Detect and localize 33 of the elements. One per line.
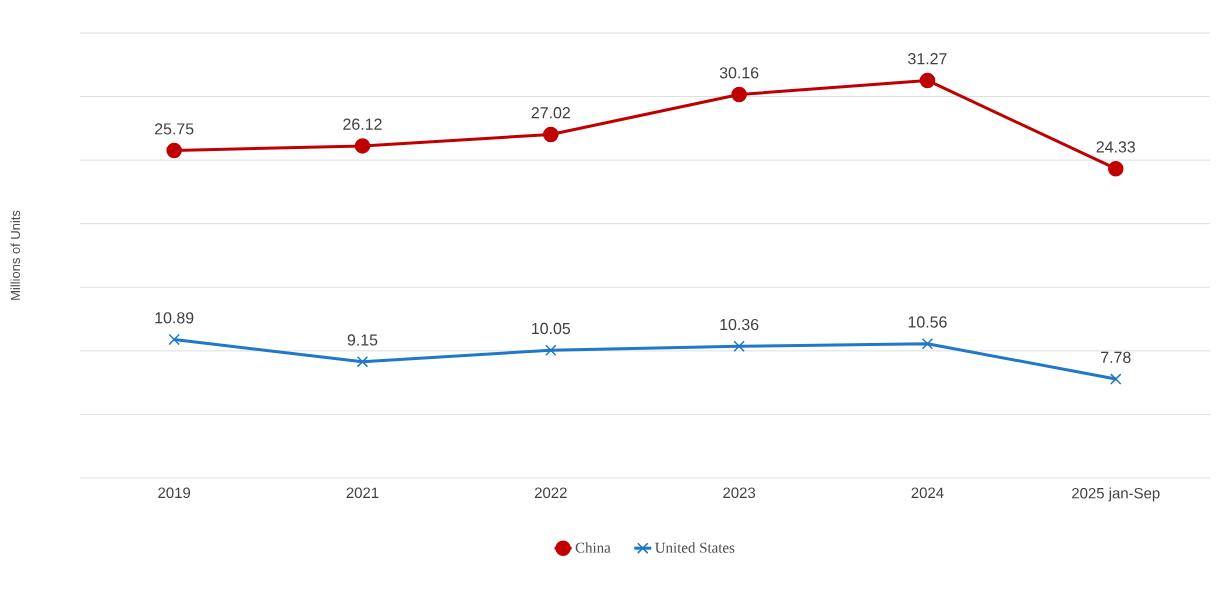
point	[354, 138, 371, 154]
data-label: 9.15	[347, 334, 378, 346]
x-tick-label: 2021	[346, 487, 379, 499]
x-tick-label: 2023	[723, 487, 756, 499]
point	[1110, 373, 1122, 385]
x-tick-label: 2025 jan-Sep	[1072, 487, 1160, 502]
data-label: 7.78	[1101, 351, 1131, 363]
data-label: 10.05	[532, 322, 571, 335]
data-label: 10.36	[720, 318, 759, 331]
data-label: 27.02	[531, 107, 570, 119]
data-label: 10.89	[155, 312, 194, 324]
point	[168, 333, 180, 346]
legend-label: United States	[655, 542, 735, 553]
point	[543, 126, 559, 143]
x-tick-label: 2022	[534, 487, 567, 499]
point	[921, 338, 934, 350]
data-label: 26.12	[343, 118, 382, 130]
point	[545, 344, 557, 356]
point	[1108, 160, 1124, 177]
x-tick-label: 2024	[911, 487, 944, 499]
data-label: 31.27	[908, 53, 947, 65]
data-label: 24.33	[1096, 141, 1135, 153]
point	[166, 142, 182, 159]
data-label: 10.56	[908, 316, 947, 328]
data-label: 25.75	[155, 123, 194, 135]
y-axis-title: Millions of Units	[10, 210, 20, 300]
point	[356, 355, 369, 368]
point	[731, 86, 747, 103]
point	[919, 72, 936, 89]
x-tick-label: 2019	[158, 487, 191, 499]
point	[733, 340, 745, 352]
legend-label: China	[575, 542, 611, 553]
data-label: 30.16	[719, 67, 759, 79]
